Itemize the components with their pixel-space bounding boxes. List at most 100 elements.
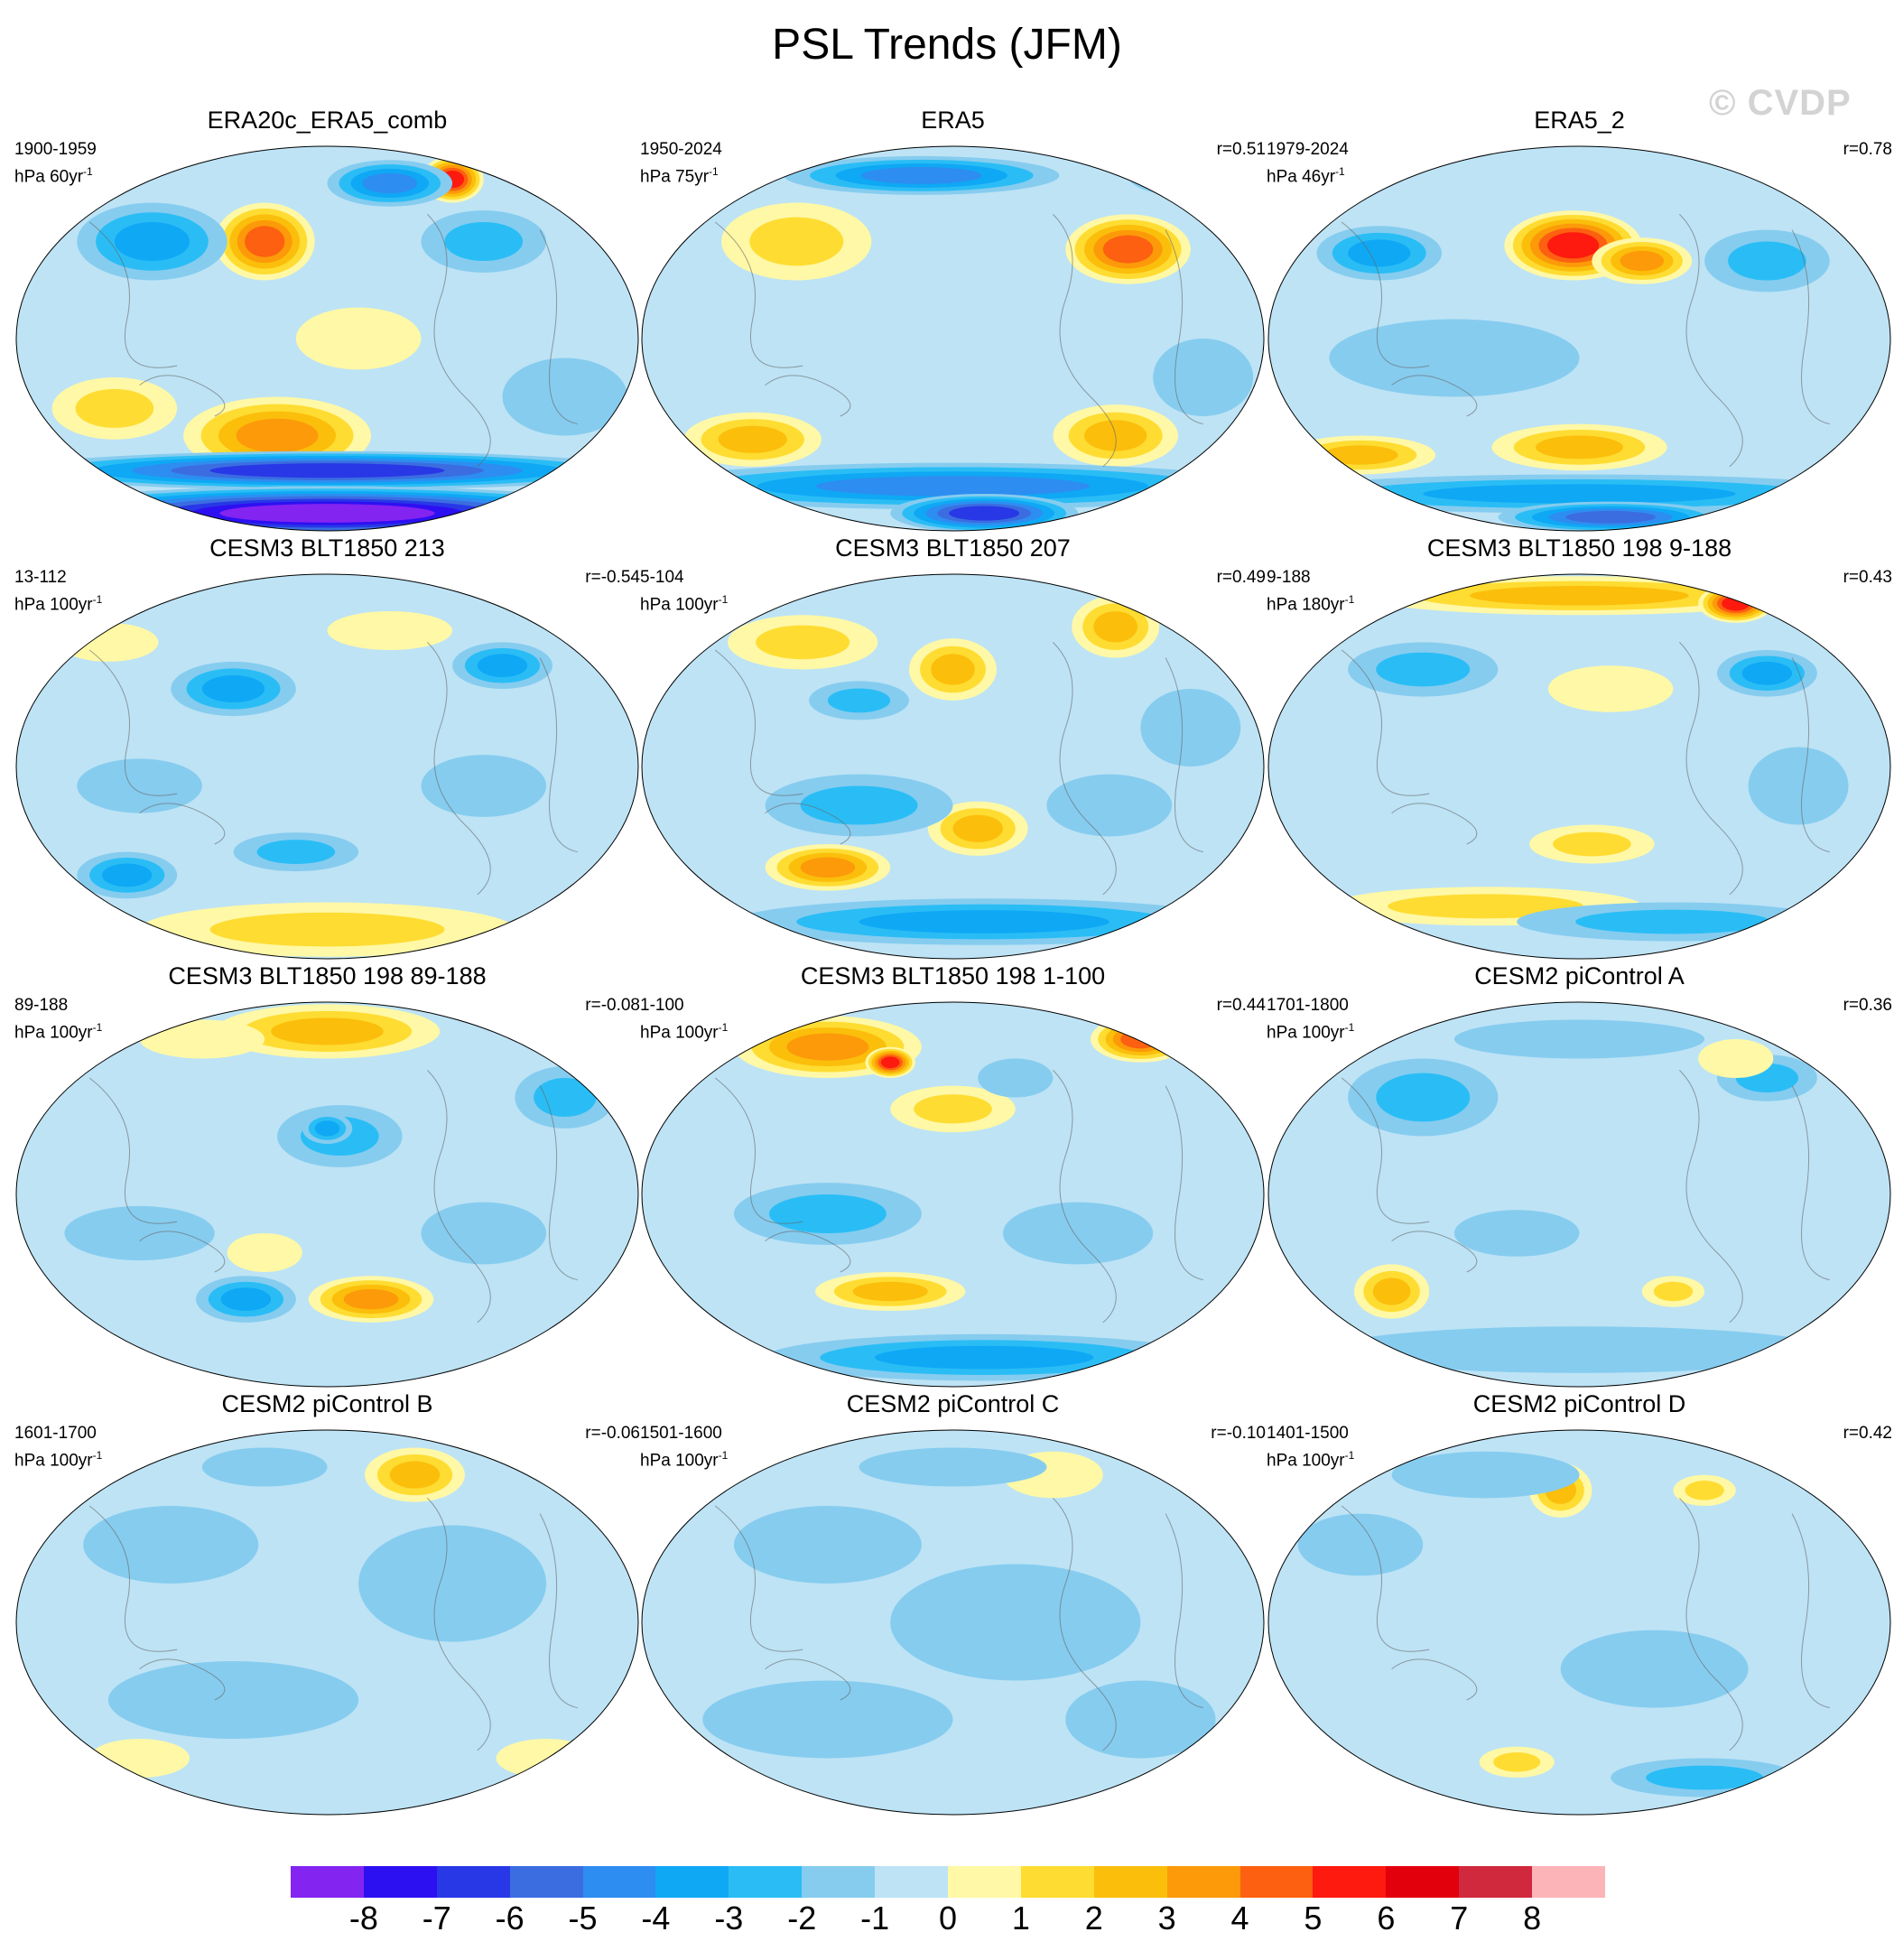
colorbar-box (802, 1866, 876, 1898)
trend-contour-blob (733, 1506, 922, 1584)
trend-map (15, 1429, 639, 1816)
trend-contour-blob (952, 814, 1003, 842)
panel-units-text: hPa 100yr (14, 1451, 93, 1471)
trend-contour-blob (1553, 831, 1631, 857)
panel-title: CESM2 piControl C (846, 1390, 1060, 1417)
trend-contour-blob (861, 166, 982, 184)
units-exponent: -1 (718, 593, 729, 606)
trend-contour-blob (271, 1017, 384, 1045)
trend-contour-blob (874, 1345, 1094, 1370)
units-exponent: -1 (92, 1449, 103, 1462)
colorbar-label: 6 (1377, 1900, 1396, 1937)
trend-contour-blob (1153, 339, 1254, 416)
panel-units-text: hPa 100yr (640, 1451, 719, 1471)
trend-contour-blob (201, 1447, 328, 1487)
trend-contour-blob (209, 912, 445, 947)
trend-contour-blob (815, 476, 1091, 497)
trend-map (1267, 145, 1891, 532)
colorbar-label: 2 (1084, 1900, 1103, 1937)
trend-contour-blob (502, 358, 628, 436)
trend-contour-blob (1741, 661, 1793, 685)
trend-contour-blob (1423, 484, 1736, 504)
panel-title: CESM3 BLT1850 198 9-188 (1426, 534, 1732, 562)
panel-units-text: hPa 46yr (1267, 167, 1336, 187)
colorbar-box (729, 1866, 803, 1898)
pattern-correlation: r=0.49 (1216, 568, 1266, 587)
trend-contour-blob (389, 1461, 441, 1489)
colorbar-label: -2 (787, 1900, 817, 1937)
panel-title: ERA20c_ERA5_comb (207, 107, 448, 134)
panel-title: ERA5_2 (1534, 107, 1625, 134)
panel-units: hPa 60yr-1 (14, 161, 93, 188)
pattern-correlation: r=-0.06 (585, 1424, 640, 1443)
colorbar-label: -7 (422, 1900, 451, 1937)
pattern-correlation: r=0.42 (1843, 1424, 1892, 1443)
trend-contour-blob (1653, 1281, 1694, 1302)
trend-contour-blob (358, 1525, 547, 1642)
trend-contour-blob (1546, 232, 1600, 259)
colorbar-box (1093, 1866, 1167, 1898)
pattern-correlation: r=-0.10 (1211, 1424, 1266, 1443)
colorbar-box (363, 1866, 437, 1898)
colorbar-box (948, 1866, 1021, 1898)
colorbar-box (1166, 1866, 1240, 1898)
units-exponent: -1 (1344, 1021, 1355, 1034)
trend-contour-blob (421, 1202, 547, 1265)
panel-title: CESM3 BLT1850 198 89-188 (168, 962, 487, 989)
colorbar-label: -4 (641, 1900, 671, 1937)
coastline (714, 1070, 1203, 1324)
map-outline (15, 145, 639, 532)
trend-contour-blob (1372, 1277, 1411, 1305)
colorbar-box (509, 1866, 583, 1898)
trend-contour-blob (1493, 1752, 1541, 1772)
coastline (1341, 214, 1830, 468)
map-panel: ERA20c_ERA5_comb 1900-1959 hPa 60yr-1 (14, 107, 640, 533)
trend-contour-blob (421, 755, 547, 817)
trend-contour-blob (327, 611, 453, 650)
cvdp-watermark: © CVDP (1709, 83, 1852, 123)
trend-contour-blob (718, 425, 787, 453)
colorbar-label: -5 (568, 1900, 598, 1937)
panel-units: hPa 180yr-1 (1267, 589, 1354, 616)
colorbar-label: 7 (1450, 1900, 1469, 1937)
map-panel: CESM2 piControl A 1701-1800 hPa 100yr-1 r=0… (1267, 962, 1892, 1389)
trend-contour-blob (1685, 1481, 1724, 1500)
coastline (714, 642, 1203, 896)
trend-contour-blob (444, 222, 524, 261)
coastline (1341, 642, 1830, 896)
figure-title: PSL Trends (JFM) (772, 21, 1122, 69)
trend-contour-blob (1297, 1513, 1424, 1576)
map-outline (1267, 145, 1891, 532)
trend-contour-blob (880, 1056, 900, 1069)
trend-contour-blob (756, 625, 850, 660)
trend-contour-blob (978, 1058, 1054, 1098)
trend-contour-blob (209, 463, 445, 478)
panel-title: CESM3 BLT1850 213 (209, 534, 445, 562)
trend-contour-blob (1565, 510, 1657, 524)
trend-contour-blob (295, 307, 422, 370)
panel-title: CESM2 piControl A (1474, 962, 1685, 989)
panel-units-text: hPa 75yr (640, 167, 710, 187)
coastline (88, 642, 578, 896)
map-panel: CESM3 BLT1850 198 1-100 1-100 hPa 100yr-1 r… (640, 962, 1266, 1389)
pattern-correlation: r=0.36 (1843, 996, 1892, 1015)
trend-contour-blob (1093, 611, 1137, 643)
trend-contour-blob (1323, 445, 1398, 465)
trend-contour-blob (1453, 1019, 1705, 1059)
map-outline (1267, 573, 1891, 960)
colorbar-box (1386, 1866, 1460, 1898)
map-outline (15, 573, 639, 960)
trend-map (15, 573, 639, 960)
trend-contour-blob (1470, 586, 1689, 606)
trend-map (1267, 1001, 1891, 1388)
trend-contour-blob (914, 1094, 992, 1124)
panel-units: hPa 100yr-1 (14, 589, 102, 616)
panel-units: hPa 100yr-1 (14, 1017, 102, 1044)
trend-contour-blob (702, 1680, 953, 1759)
units-exponent: -1 (718, 1449, 729, 1462)
trend-contour-blob (114, 222, 190, 261)
trend-contour-blob (1102, 235, 1154, 264)
trend-contour-blob (827, 688, 891, 713)
trend-contour-blob (1748, 747, 1849, 825)
colorbar-label: -6 (495, 1900, 525, 1937)
